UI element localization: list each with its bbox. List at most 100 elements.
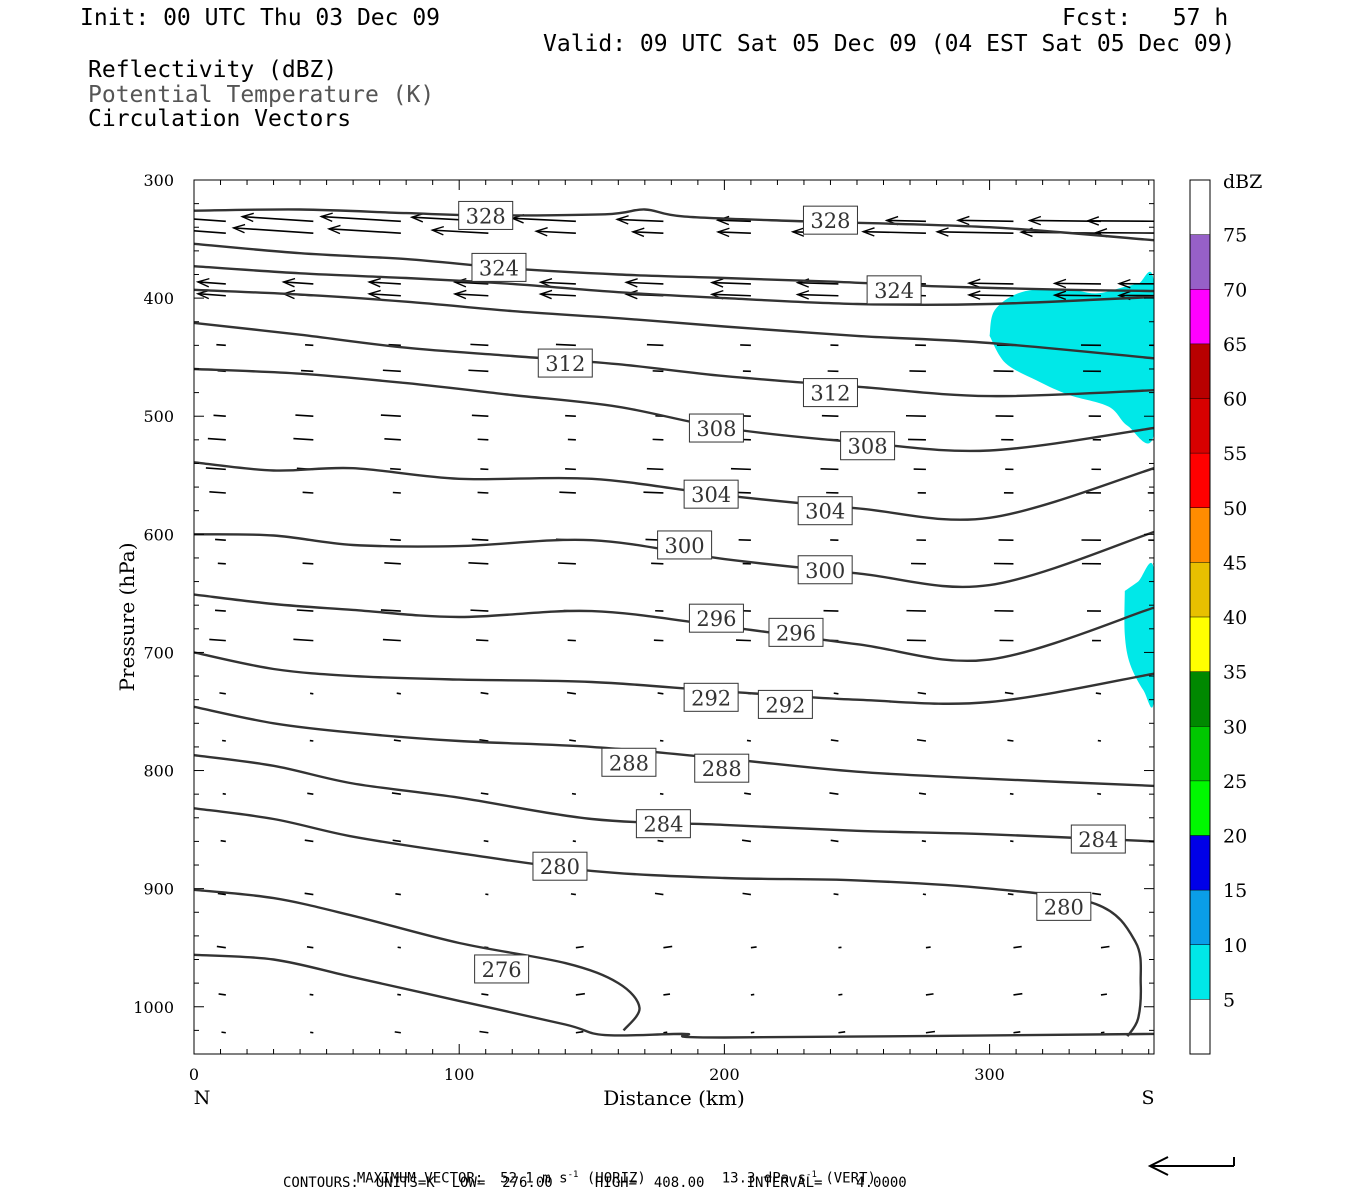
circulation-vector [626, 281, 664, 285]
circulation-vector [220, 839, 226, 843]
circulation-vector [651, 562, 664, 565]
contour-label-text: 284 [643, 813, 683, 837]
colorbar-swatch [1190, 180, 1210, 235]
contour-label-box [688, 413, 744, 443]
circulation-vector [575, 945, 584, 949]
contour-label: 328 [458, 200, 514, 230]
colorbar-swatch [1190, 835, 1210, 891]
plot-frame [193, 179, 1155, 1055]
circulation-vector [1100, 945, 1110, 949]
contour-label-box [1036, 891, 1092, 921]
colorbar-level-label: 50 [1223, 498, 1247, 520]
colorbar-swatch [1190, 562, 1210, 617]
circulation-vector [797, 293, 839, 297]
circulation-vector [394, 1031, 401, 1034]
circulation-vector [302, 491, 314, 494]
circulation-vector [711, 293, 751, 297]
vector-arrowhead [231, 223, 246, 234]
theta-contour-292 [194, 651, 1154, 705]
circulation-vector [1007, 739, 1014, 742]
circulation-vector [293, 638, 314, 642]
circulation-vector [304, 839, 314, 843]
contour-label-text: 288 [609, 751, 649, 775]
contour-label-box [657, 530, 713, 560]
circulation-vector [717, 219, 751, 223]
contour-label-text: 312 [810, 382, 850, 406]
circulation-vector [968, 282, 1014, 285]
colorbar-level-label: 10 [1223, 935, 1247, 957]
vector-arrowhead [624, 289, 638, 300]
circulation-vector [565, 468, 576, 471]
contour-label-text: 296 [776, 621, 816, 645]
vector-arrowhead [319, 212, 333, 222]
contour-label-box [532, 851, 588, 881]
circulation-vector [1163, 740, 1167, 741]
circulation-vector [393, 739, 401, 742]
circulation-vector [663, 993, 671, 996]
circulation-vector [1095, 692, 1102, 695]
circulation-vector [1007, 892, 1014, 896]
circulation-vector [735, 639, 751, 642]
circulation-vector [830, 739, 839, 742]
circulation-vector [209, 491, 226, 494]
circulation-vector [886, 219, 926, 223]
contour-label-text: 292 [765, 693, 805, 717]
colorbar-swatch [1190, 507, 1210, 563]
colorbar-level-label: 35 [1223, 662, 1247, 684]
field-potential-temperature: Potential Temperature (K) [88, 82, 435, 108]
circulation-vector [309, 993, 314, 996]
circulation-vector [657, 692, 664, 695]
vector-arrowhead [195, 277, 210, 288]
colorbar-swatch [1190, 289, 1210, 344]
circulation-vector [1158, 840, 1167, 841]
circulation-vector [382, 369, 401, 373]
circulation-vector [863, 230, 926, 234]
circulation-vector [471, 414, 489, 418]
contour-label-text: 276 [482, 958, 522, 982]
vector-arrowhead [240, 212, 254, 223]
vector-arrowhead [430, 225, 445, 236]
circulation-vector [746, 739, 752, 742]
circulation-vector [392, 839, 401, 843]
contour-label: 312 [537, 348, 593, 378]
vector-arrowhead [966, 278, 981, 289]
vector-arrowhead [195, 289, 210, 300]
north-end-label: N [194, 1087, 211, 1109]
circulation-vector [833, 893, 839, 896]
circulation-vector [302, 562, 314, 565]
circulation-vector [216, 343, 226, 347]
theta-contour-312 [194, 321, 1154, 398]
contour-label: 276 [474, 954, 530, 984]
theta-contour-unlabeled-14 [194, 953, 1154, 1039]
circulation-vector [925, 1030, 936, 1034]
circulation-vector [306, 946, 314, 949]
colorbar-swatch [1190, 453, 1210, 508]
colorbar-swatch [1190, 343, 1210, 399]
circulation-vector [575, 1030, 584, 1034]
contour-label-text: 328 [810, 209, 850, 233]
theta-contour-324 [194, 242, 1154, 293]
contour-label-text: 296 [696, 607, 736, 631]
vector-arrowhead [538, 278, 553, 288]
circulation-vector [838, 993, 843, 996]
vector-arrowhead [326, 224, 341, 235]
circulation-vector [1054, 282, 1101, 285]
circulation-vector [617, 218, 664, 223]
x-axis-label: Distance (km) [603, 1086, 745, 1110]
circulation-vector [917, 691, 927, 695]
colorbar-level-label: 45 [1223, 552, 1247, 574]
vector-arrowhead [861, 227, 875, 237]
circulation-vector [197, 281, 226, 285]
circulation-vector [477, 491, 489, 494]
contour-label-text: 308 [696, 417, 736, 441]
circulation-vector [925, 946, 931, 949]
circulation-vector [646, 467, 664, 471]
circulation-vector [214, 609, 226, 612]
colorbar-level-label: 25 [1223, 771, 1247, 793]
circulation-vector [468, 369, 489, 373]
vector-arrowhead [171, 214, 183, 222]
contour-label-text: 312 [545, 352, 585, 376]
vector-arrowhead [624, 278, 638, 288]
y-tick-label: 400 [143, 289, 174, 308]
circulation-vector [395, 892, 401, 896]
